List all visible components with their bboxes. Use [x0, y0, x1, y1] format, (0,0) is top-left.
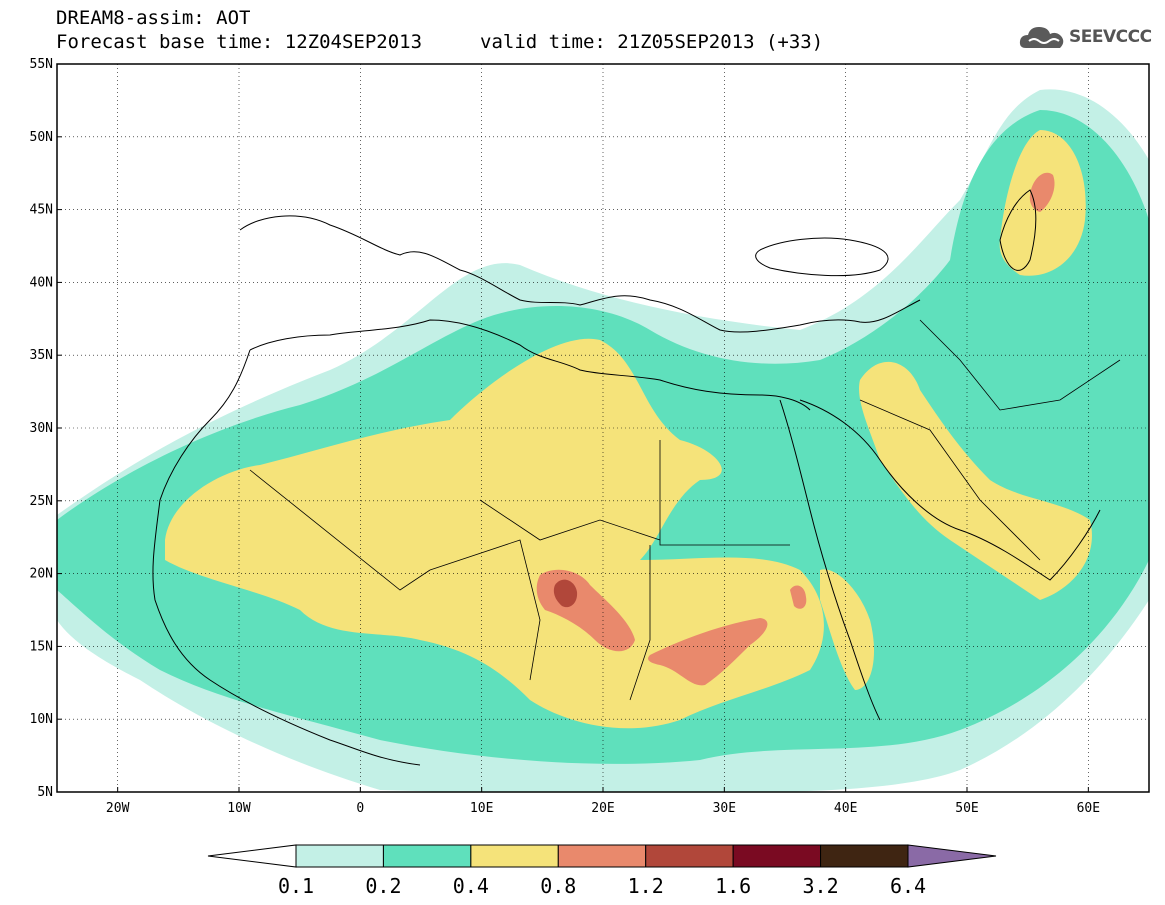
- lon-tick-label: 40E: [834, 801, 857, 816]
- cloud-icon: [1019, 27, 1064, 48]
- colorbar-boxes: [295, 844, 909, 868]
- aot-band-0.8c: [1029, 172, 1055, 212]
- colorbar-box: [470, 844, 559, 868]
- coastline-caspian: [999, 189, 1037, 271]
- lon-tick-label: 10W: [227, 801, 251, 816]
- colorbar-box: [732, 844, 822, 868]
- coastline-africa-north: [249, 319, 811, 411]
- colorbar-label: 0.8: [540, 874, 576, 898]
- lat-tick-label: 25N: [30, 494, 53, 509]
- colorbar-label: 1.6: [715, 874, 751, 898]
- gridlines: [57, 64, 1149, 792]
- colorbar-box: [645, 844, 734, 868]
- colorbar-label: 0.4: [453, 874, 489, 898]
- aot-band-0.4a: [165, 338, 824, 729]
- lon-tick-label: 60E: [1077, 801, 1100, 816]
- aot-band-0.4b: [859, 361, 1092, 600]
- lon-tick-label: 20E: [591, 801, 614, 816]
- coastline-europe: [239, 215, 921, 333]
- valid-time: valid time: 21Z05SEP2013 (+33): [480, 31, 824, 53]
- lon-tick-label: 0: [356, 801, 364, 816]
- aot-band-0.8b: [648, 618, 768, 686]
- colorbar-box: [382, 844, 472, 868]
- aot-band-0.4d: [820, 569, 875, 690]
- logo-text: SEEVCCC: [1069, 27, 1152, 47]
- colorbar-box: [557, 844, 647, 868]
- lon-tick-label: 10E: [470, 801, 493, 816]
- coastline-black-sea: [755, 237, 889, 277]
- lat-tick-label: 15N: [30, 639, 53, 654]
- colorbar-left-arrow: [207, 844, 297, 868]
- lat-tick-label: 10N: [30, 712, 53, 727]
- lon-tick-label: 50E: [955, 801, 978, 816]
- lat-tick-label: 35N: [30, 348, 53, 363]
- lat-tick-label: 30N: [30, 421, 53, 436]
- border-algeria-mali: [249, 469, 431, 591]
- border-egypt-sudan: [659, 440, 790, 546]
- lat-tick-label: 5N: [37, 785, 53, 800]
- border-saudi: [859, 399, 1041, 561]
- coastline-red-sea: [779, 399, 881, 721]
- border-libya-chad: [479, 499, 661, 541]
- lat-tick-label: 55N: [30, 57, 53, 72]
- forecast-base-time: Forecast base time: 12Z04SEP2013: [56, 31, 423, 53]
- latitude-axis: 55N 50N 45N 40N 35N 30N 25N 20N 15N 10N 5N: [30, 57, 62, 800]
- colorbar-box: [295, 844, 384, 868]
- coastline-arabia: [799, 399, 1101, 581]
- coastlines: [152, 189, 1101, 766]
- colorbar-label: 3.2: [803, 874, 839, 898]
- lon-tick-label: 30E: [713, 801, 736, 816]
- border-niger-nigeria: [429, 539, 541, 681]
- lat-tick-label: 45N: [30, 203, 53, 218]
- longitude-axis: 20W 10W 0 10E 20E 30E 40E 50E 60E: [106, 787, 1100, 816]
- coastline-africa-west: [152, 349, 421, 766]
- aot-band-1.2: [553, 579, 578, 608]
- colorbar-label: 6.4: [890, 874, 926, 898]
- seevccc-logo: SEEVCCC: [1018, 22, 1152, 52]
- border-chad-sudan: [629, 545, 651, 701]
- lon-tick-label: 20W: [106, 801, 130, 816]
- colorbar-labels: 0.1 0.2 0.4 0.8 1.2 1.6 3.2 6.4: [278, 874, 926, 898]
- lat-tick-label: 50N: [30, 130, 53, 145]
- colorbar-box: [820, 844, 909, 868]
- colorbar-right-arrow: [907, 844, 997, 868]
- lat-tick-label: 20N: [30, 567, 53, 582]
- lat-tick-label: 40N: [30, 275, 53, 290]
- border-iran: [919, 319, 1121, 411]
- colorbar-label: 0.2: [365, 874, 401, 898]
- colorbar-label: 0.1: [278, 874, 314, 898]
- aot-band-0.8d: [790, 585, 807, 609]
- aot-fields: [57, 89, 1149, 792]
- map-title: DREAM8-assim: AOT: [56, 7, 251, 29]
- colorbar: 0.1 0.2 0.4 0.8 1.2 1.6 3.2 6.4: [207, 844, 997, 898]
- country-borders: [249, 319, 1121, 701]
- colorbar-label: 1.2: [628, 874, 664, 898]
